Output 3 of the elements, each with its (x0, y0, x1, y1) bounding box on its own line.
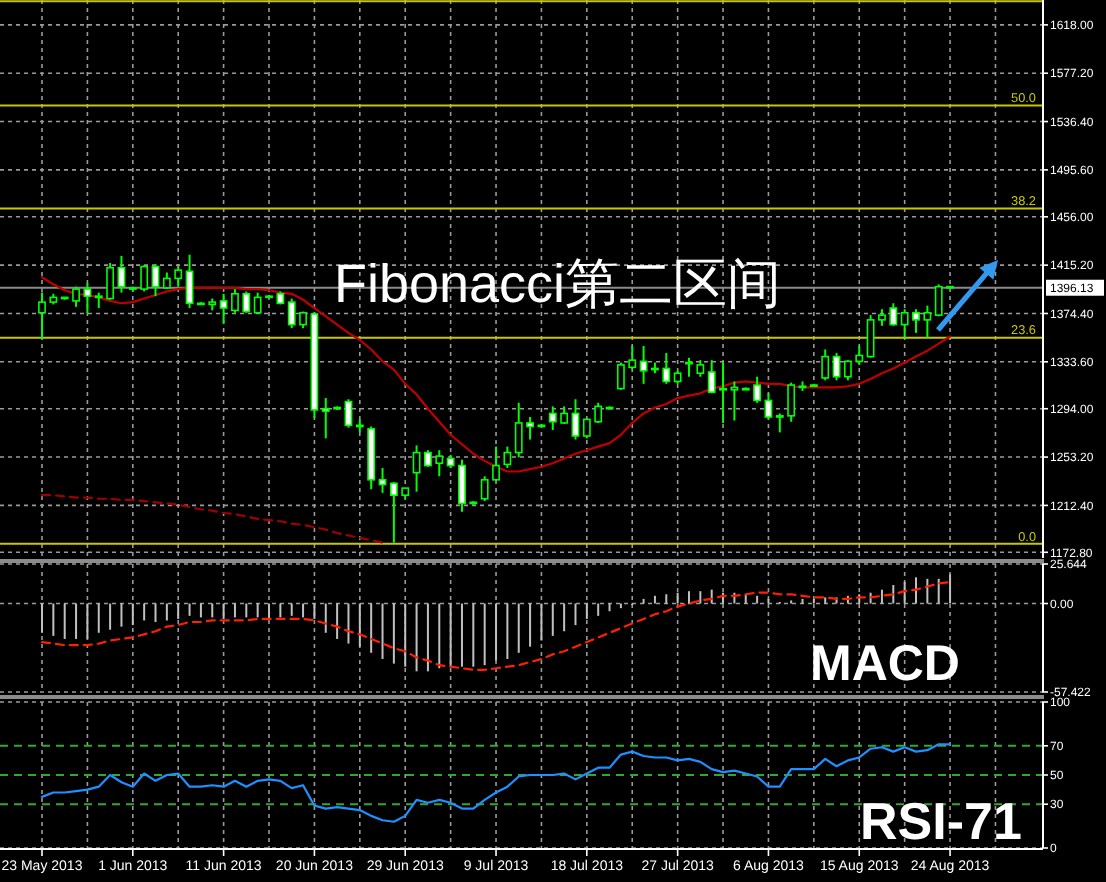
text: RSI-71 (860, 790, 1022, 851)
text: MACD (810, 636, 960, 692)
annotation: Fibonacci第二区间 (334, 254, 782, 314)
